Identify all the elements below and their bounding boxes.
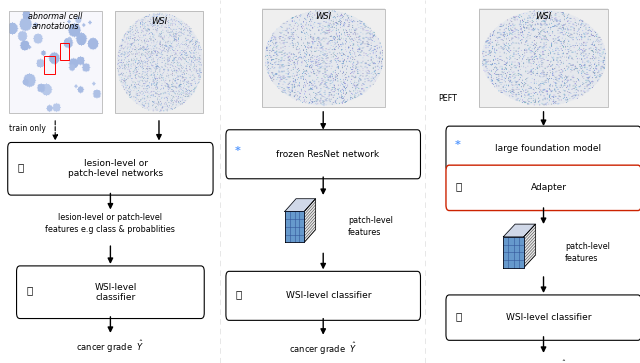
FancyBboxPatch shape (226, 272, 420, 320)
Text: train only: train only (9, 125, 45, 133)
Bar (115, 11, 203, 113)
Text: 🔥: 🔥 (27, 285, 33, 295)
Bar (262, 9, 385, 107)
Text: cancer grade  $\hat{Y}$: cancer grade $\hat{Y}$ (76, 338, 145, 355)
Text: lesion-level or
patch-level networks: lesion-level or patch-level networks (68, 159, 163, 179)
Text: 🔥: 🔥 (456, 311, 462, 321)
FancyBboxPatch shape (503, 237, 524, 268)
Polygon shape (503, 224, 536, 237)
Polygon shape (524, 224, 536, 268)
Text: 🔥: 🔥 (18, 162, 24, 172)
Text: WSI: WSI (315, 12, 332, 21)
FancyBboxPatch shape (446, 165, 640, 211)
Text: patch-level
features: patch-level features (348, 216, 393, 237)
Bar (44, 56, 55, 74)
Text: patch-level
features: patch-level features (565, 242, 610, 263)
Bar (60, 44, 69, 60)
Text: PEFT: PEFT (438, 94, 458, 102)
Text: WSI-level classifier: WSI-level classifier (285, 291, 371, 300)
Bar (9, 11, 102, 113)
Text: cancer grade  $\hat{Y}$: cancer grade $\hat{Y}$ (289, 340, 357, 357)
FancyBboxPatch shape (8, 142, 213, 195)
FancyBboxPatch shape (285, 211, 304, 242)
Polygon shape (285, 199, 316, 211)
Text: 🔥: 🔥 (456, 181, 462, 191)
Text: WSI-level classifier: WSI-level classifier (506, 313, 591, 322)
Polygon shape (304, 199, 316, 242)
FancyBboxPatch shape (446, 295, 640, 340)
Text: abnormal cell
annotations: abnormal cell annotations (28, 12, 83, 32)
Text: cancer grade  $\hat{Y}$: cancer grade $\hat{Y}$ (499, 358, 567, 363)
Text: *: * (455, 140, 461, 150)
Bar (479, 9, 608, 107)
FancyBboxPatch shape (446, 126, 640, 172)
FancyBboxPatch shape (226, 130, 420, 179)
Text: 🔥: 🔥 (235, 289, 241, 299)
Text: lesion-level or patch-level
features e.g class & probablities: lesion-level or patch-level features e.g… (45, 213, 175, 234)
Text: WSI: WSI (151, 17, 167, 26)
Text: Adapter: Adapter (531, 183, 567, 192)
Text: WSI-level
classifier: WSI-level classifier (95, 282, 137, 302)
Text: frozen ResNet network: frozen ResNet network (276, 150, 379, 159)
FancyBboxPatch shape (17, 266, 204, 319)
Text: WSI: WSI (536, 12, 552, 21)
Text: large foundation model: large foundation model (495, 144, 601, 153)
Text: *: * (234, 146, 240, 156)
